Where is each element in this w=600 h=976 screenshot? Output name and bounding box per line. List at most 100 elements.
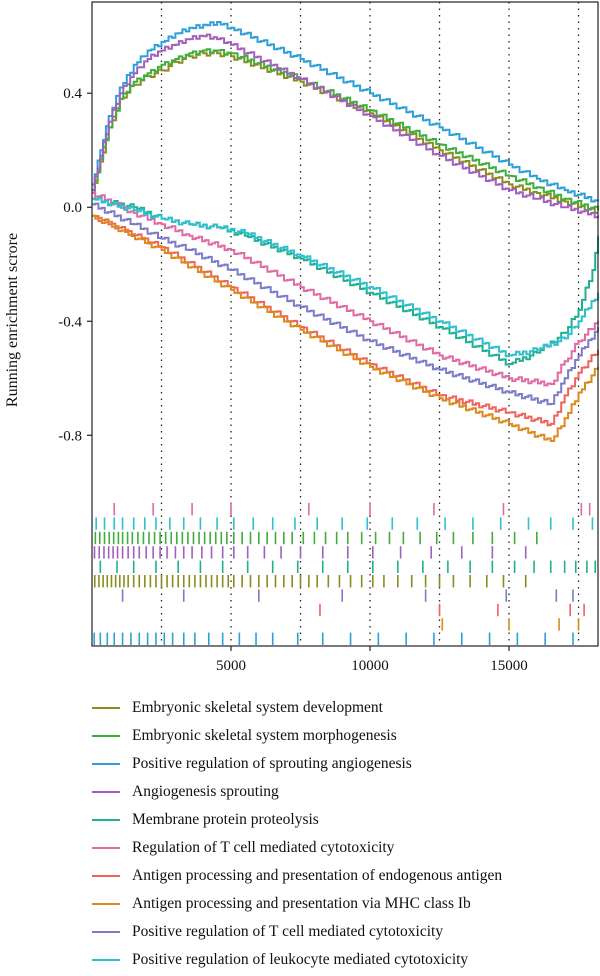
hit-marker (110, 575, 113, 588)
legend-swatch (92, 735, 120, 737)
hit-marker (232, 575, 235, 588)
hit-marker (441, 618, 444, 631)
hit-marker (126, 531, 129, 545)
hit-marker (199, 575, 202, 588)
hit-marker (513, 560, 516, 573)
hit-marker (132, 575, 135, 588)
hit-marker (112, 546, 114, 559)
hit-marker (93, 575, 96, 588)
series-line-5 (92, 196, 599, 366)
hit-marker (549, 517, 552, 530)
hit-marker (349, 632, 352, 645)
hit-marker (402, 531, 405, 545)
hit-marker (452, 575, 455, 588)
hit-marker (166, 575, 168, 588)
hit-marker (138, 546, 141, 559)
hit-marker (94, 531, 97, 545)
hit-marker (98, 575, 100, 588)
hit-marker (159, 531, 161, 545)
hit-marker (280, 546, 282, 559)
hit-marker (369, 503, 371, 516)
hit-rug (93, 503, 597, 645)
hit-marker (569, 603, 571, 617)
x-tick-label: 5000 (216, 658, 246, 674)
hit-marker (142, 531, 145, 545)
hit-marker (191, 546, 193, 559)
hit-marker (106, 575, 109, 588)
hit-marker (271, 632, 274, 645)
y-axis-label: Running enrichment scrore (4, 233, 21, 407)
hit-marker (397, 560, 399, 573)
hit-marker (438, 603, 441, 617)
plot-frame (91, 1, 599, 647)
hit-marker (491, 531, 494, 545)
hit-marker (106, 632, 109, 645)
hit-marker (341, 589, 344, 602)
hit-marker (516, 632, 519, 645)
hit-marker (258, 531, 260, 545)
hit-marker (152, 546, 154, 559)
hit-marker (360, 575, 363, 588)
hit-marker (116, 546, 119, 559)
hit-marker (591, 517, 594, 530)
hit-marker (132, 560, 135, 573)
hit-marker (399, 546, 402, 559)
hit-marker (209, 531, 211, 545)
hit-marker (555, 589, 558, 602)
legend-item: Regulation of T cell mediated cytotoxici… (92, 834, 597, 862)
hit-marker (360, 531, 363, 545)
hit-marker (505, 589, 508, 602)
hit-marker (274, 575, 277, 588)
series-line-8 (92, 214, 599, 442)
hit-marker (383, 575, 385, 588)
hit-marker (159, 546, 161, 559)
legend-item: Positive regulation of sprouting angioge… (92, 750, 597, 778)
hit-marker (249, 575, 252, 588)
legend-label: Angiogenesis sprouting (132, 783, 279, 800)
hit-marker (313, 531, 316, 545)
hit-marker (131, 531, 134, 545)
hit-marker (435, 531, 438, 545)
hit-marker (227, 575, 230, 588)
hit-marker (177, 575, 179, 588)
hit-marker (221, 560, 224, 573)
hit-marker (194, 575, 196, 588)
hit-marker (163, 632, 166, 645)
hit-marker (164, 531, 167, 545)
hit-marker (321, 546, 324, 559)
hit-marker (220, 531, 223, 545)
hit-marker (524, 546, 527, 559)
hit-marker (544, 632, 546, 645)
hit-marker (430, 546, 432, 559)
hit-marker (513, 531, 516, 545)
hit-marker (113, 503, 116, 516)
hit-marker (205, 575, 207, 588)
hit-marker (422, 560, 424, 573)
hit-marker (258, 575, 260, 588)
hit-marker (302, 531, 305, 545)
hit-marker (447, 560, 449, 573)
hit-marker (169, 517, 171, 530)
hit-marker (533, 560, 535, 573)
hit-marker (232, 546, 235, 559)
hit-marker (210, 575, 213, 588)
hit-marker (145, 546, 148, 559)
hit-marker (121, 546, 124, 559)
hit-marker (266, 531, 268, 545)
series-line-2 (92, 48, 599, 211)
hit-marker (283, 531, 285, 545)
hit-marker (199, 560, 202, 573)
hit-marker (324, 531, 327, 545)
hit-marker (160, 575, 163, 588)
hit-marker (138, 575, 141, 588)
hit-marker (216, 517, 218, 530)
hit-marker (372, 560, 374, 573)
hit-marker (182, 546, 185, 559)
legend-item: Embryonic skeletal system development (92, 694, 597, 722)
series-line-6 (92, 192, 599, 387)
hit-marker (241, 575, 243, 588)
hit-marker (319, 603, 321, 617)
y-tick-label: 0.4 (63, 86, 82, 102)
hit-marker (488, 632, 491, 645)
hit-marker (127, 546, 129, 559)
